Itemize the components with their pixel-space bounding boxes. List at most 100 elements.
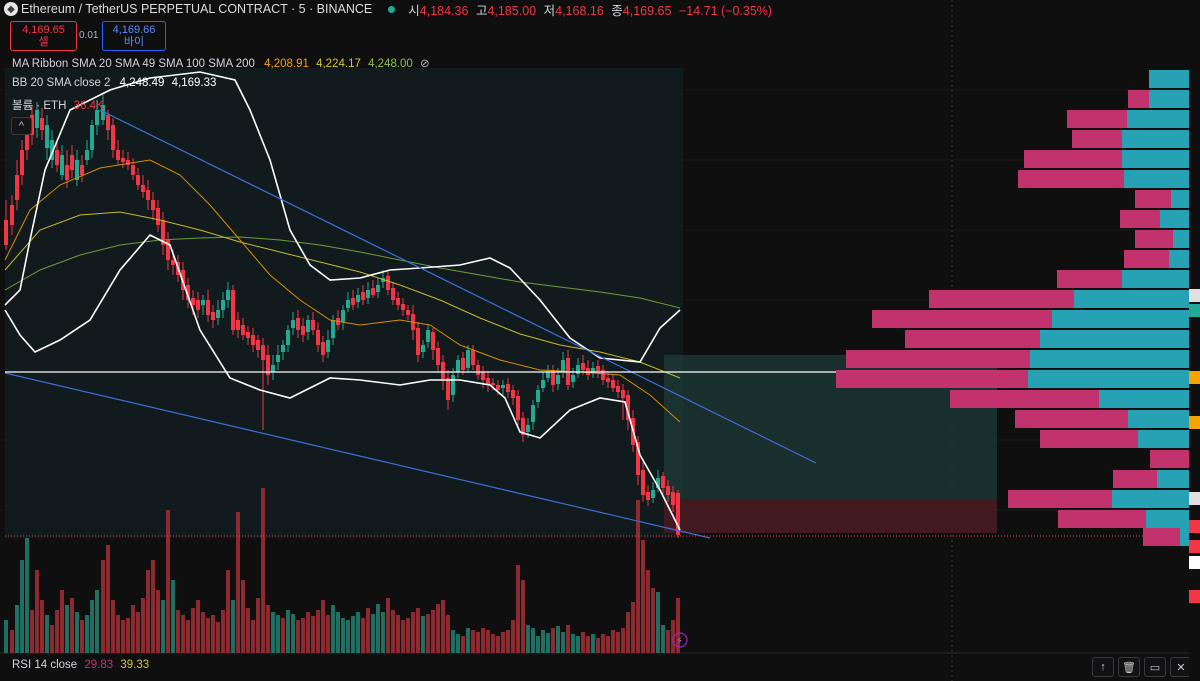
volume-bar	[431, 610, 435, 653]
volume-bar	[591, 634, 595, 653]
volume-profile-sell	[1135, 190, 1171, 208]
candle-body	[496, 385, 500, 390]
volume-profile-buy	[1052, 310, 1189, 328]
candle-body	[461, 358, 465, 370]
candle-body	[351, 298, 355, 305]
sell-button[interactable]: 4,169.65 셀	[10, 21, 77, 51]
candle-body	[556, 375, 560, 384]
candle-body	[85, 150, 89, 160]
candle-body	[451, 375, 455, 395]
volume-bar	[65, 605, 69, 653]
volume-bar	[136, 612, 140, 653]
candle-body	[171, 260, 175, 265]
candle-body	[321, 342, 325, 355]
volume-bar	[391, 610, 395, 653]
indicator-volume[interactable]: 볼륨 · ETH 36.4K	[12, 100, 104, 112]
volume-profile-sell	[872, 310, 1052, 328]
volume-profile-sell	[846, 350, 1030, 368]
volume-bar	[246, 608, 250, 653]
candle-body	[291, 320, 295, 328]
stop-zone	[664, 499, 997, 533]
symbol-header: ◆ Ethereum / TetherUS PERPETUAL CONTRACT…	[0, 0, 772, 18]
volume-profile-sell	[905, 330, 1040, 348]
volume-profile-buy	[1171, 190, 1189, 208]
move-up-button[interactable]: ↑	[1092, 657, 1114, 677]
volume-bar	[561, 632, 565, 653]
candle-body	[226, 290, 230, 300]
market-status-dot	[388, 5, 396, 13]
volume-bar	[606, 636, 610, 653]
volume-bar	[356, 612, 360, 653]
volume-bar	[666, 630, 670, 653]
volume-profile-sell	[1058, 510, 1146, 528]
volume-profile-sell	[836, 370, 1028, 388]
buy-button[interactable]: 4,169.66 바이	[102, 21, 166, 51]
candle-body	[131, 165, 135, 175]
volume-profile-sell	[1040, 430, 1138, 448]
volume-bar	[206, 618, 210, 653]
collapse-indicators-button[interactable]: ^	[11, 117, 32, 135]
volume-bar	[411, 612, 415, 653]
volume-profile-buy	[1030, 350, 1189, 368]
replay-marker-icon	[672, 632, 688, 648]
candle-body	[401, 304, 405, 310]
candle-body	[276, 355, 280, 362]
candle-body	[601, 370, 605, 380]
price-tag	[1189, 371, 1200, 384]
volume-bar	[80, 620, 84, 653]
indicator-bb[interactable]: BB 20 SMA close 2 4,248.49 4,169.33	[12, 77, 217, 89]
candle-body	[361, 292, 365, 300]
candle-body	[45, 125, 49, 148]
candle-body	[616, 386, 620, 392]
volume-bar	[441, 600, 445, 653]
candle-body	[656, 478, 660, 488]
volume-bar	[256, 598, 260, 653]
candle-body	[30, 115, 34, 135]
volume-bar	[95, 590, 99, 653]
price-axis[interactable]	[1189, 0, 1200, 681]
volume-bar	[531, 628, 535, 653]
candle-body	[491, 383, 495, 385]
symbol-title[interactable]: Ethereum / TetherUS PERPETUAL CONTRACT ·…	[21, 2, 373, 16]
sma100-line	[4, 236, 681, 309]
candle-body	[611, 380, 615, 388]
candle-body	[421, 345, 425, 352]
volume-bar	[596, 638, 600, 653]
volume-bar	[106, 545, 110, 653]
delete-pane-button[interactable]: 🗑	[1118, 657, 1140, 677]
candle-body	[366, 290, 370, 298]
volume-bar	[336, 612, 340, 653]
candle-body	[50, 140, 54, 160]
candle-body	[65, 165, 69, 180]
candle-body	[331, 320, 335, 338]
indicator-rsi[interactable]: RSI 14 close 29.83 39.33	[12, 659, 150, 671]
volume-profile-buy	[1169, 250, 1189, 268]
volume-profile-sell	[1128, 90, 1149, 108]
volume-bar	[181, 615, 185, 653]
candle-body	[256, 340, 260, 350]
volume-bar	[221, 610, 225, 653]
volume-bar	[281, 618, 285, 653]
volume-bar	[646, 570, 650, 653]
candle-body	[396, 298, 400, 305]
volume-bar	[506, 630, 510, 653]
maximize-pane-button[interactable]: ▭	[1144, 657, 1166, 677]
volume-bar	[496, 636, 500, 653]
price-tag	[1189, 590, 1200, 603]
volume-profile-sell	[1150, 450, 1189, 468]
candle-body	[676, 493, 680, 535]
lightning-icon: ⚡	[676, 636, 683, 647]
close-pane-button[interactable]: ✕	[1170, 657, 1192, 677]
sma49-line	[4, 211, 681, 379]
volume-bar	[381, 612, 385, 653]
volume-bar	[676, 598, 680, 653]
volume-bar	[261, 488, 265, 653]
candle-body	[191, 298, 195, 305]
candle-body	[55, 150, 59, 165]
volume-bar	[541, 630, 545, 653]
volume-bar	[536, 636, 540, 653]
candle-body	[406, 310, 410, 315]
indicator-ma-ribbon[interactable]: MA Ribbon SMA 20 SMA 49 SMA 100 SMA 200 …	[12, 58, 430, 70]
candle-body	[606, 378, 610, 382]
